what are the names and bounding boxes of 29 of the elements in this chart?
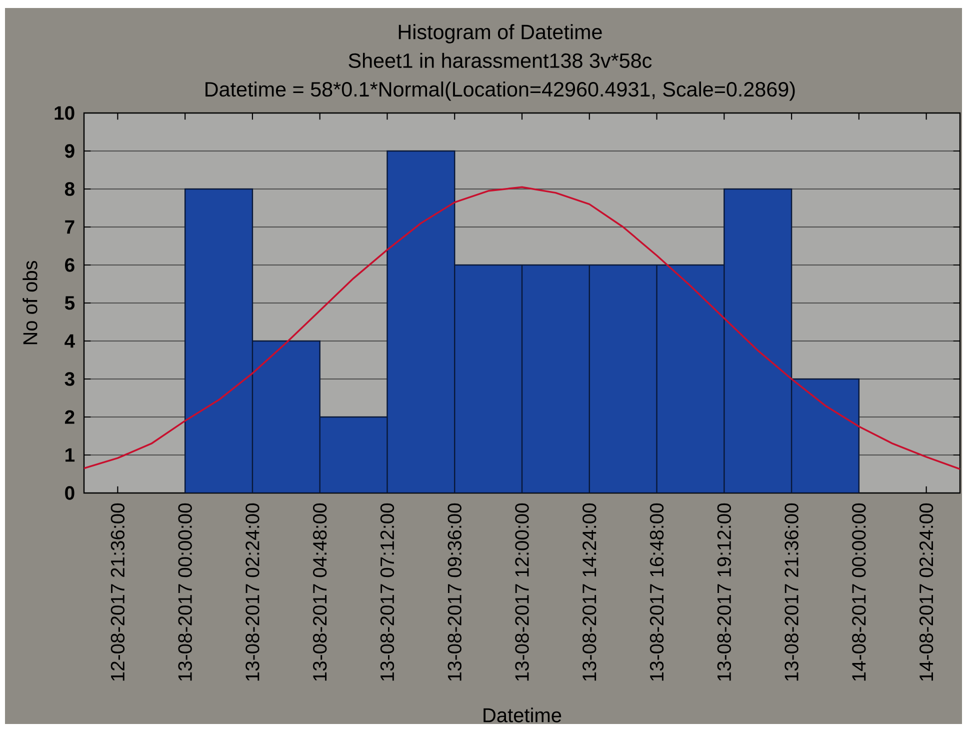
x-tick-label: 13-08-2017 09:36:00 (448, 503, 462, 681)
y-axis-title: No of obs (22, 260, 38, 344)
x-axis-title: Datetime (484, 708, 562, 722)
x-tick-label: 13-08-2017 02:24:00 (246, 503, 260, 681)
y-tick-label: 10 (54, 106, 74, 120)
chart-subtitle: Sheet1 in harassment138 3v*58c (348, 52, 652, 68)
chart-title: Histogram of Datetime (398, 24, 602, 44)
x-tick-label: 14-08-2017 00:00:00 (852, 503, 866, 681)
x-tick-label: 13-08-2017 21:36:00 (784, 503, 798, 681)
x-tick-label: 13-08-2017 12:00:00 (515, 503, 529, 681)
x-tick-label: 13-08-2017 00:00:00 (178, 503, 192, 681)
y-tick-label: 3 (64, 372, 74, 386)
y-tick-label: 7 (65, 220, 74, 234)
y-tick-label: 6 (65, 258, 74, 272)
x-tick-label: 13-08-2017 16:48:00 (650, 503, 664, 681)
y-tick-label: 8 (64, 182, 74, 196)
y-tick-label: 2 (64, 410, 74, 424)
text: Datetime = 58*0.1*Normal(Location=42960.4931, Scale=0.2869) (206, 81, 795, 101)
x-tick-label: 13-08-2017 19:12:00 (717, 503, 731, 681)
y-tick-label: 4 (64, 334, 75, 348)
y-tick-label: 0 (65, 486, 74, 500)
y-tick-label: 1 (66, 448, 75, 462)
y-tick-label: 9 (64, 144, 74, 158)
x-tick-label: 13-08-2017 04:48:00 (312, 503, 327, 681)
y-tick-label: 5 (64, 296, 75, 310)
x-tick-label: 13-08-2017 07:12:00 (380, 503, 394, 681)
x-tick-label: 14-08-2017 02:24:00 (919, 503, 934, 681)
x-tick-label: 12-08-2017 21:36:00 (110, 503, 125, 681)
x-tick-label: 13-08-2017 14:24:00 (582, 503, 596, 681)
